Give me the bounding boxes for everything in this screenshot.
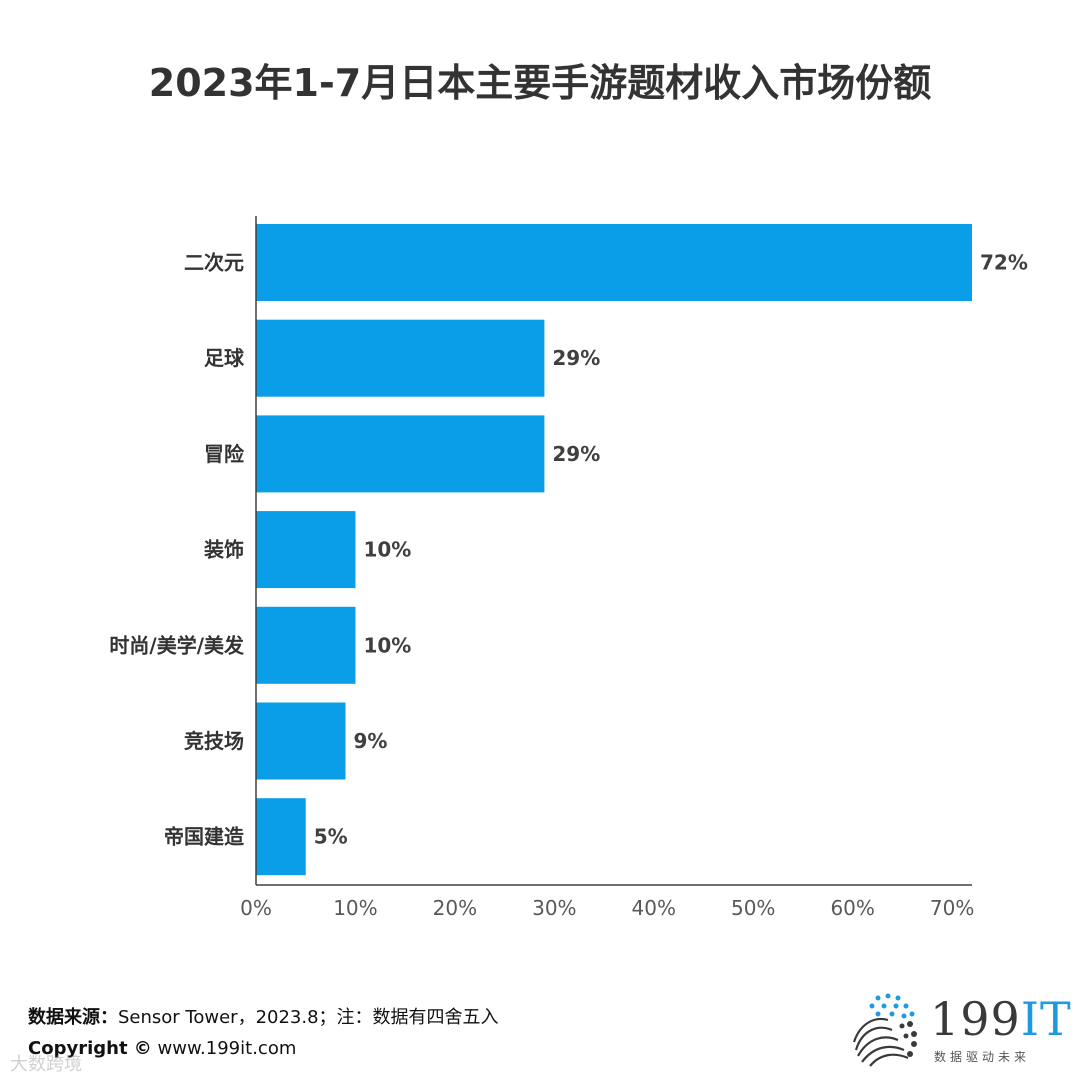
- bar-0: [256, 224, 972, 301]
- source-label: 数据来源：: [28, 1007, 118, 1028]
- category-label: 冒险: [204, 442, 245, 466]
- value-label: 10%: [363, 538, 411, 562]
- bars-layer: [256, 224, 972, 876]
- bar-3: [256, 511, 356, 589]
- category-label: 装饰: [203, 538, 244, 562]
- x-tick-label: 20%: [433, 896, 477, 920]
- value-label: 29%: [552, 346, 600, 370]
- value-label: 9%: [354, 729, 388, 753]
- bar-4: [256, 606, 356, 684]
- logo-tagline: 数据驱动未来: [934, 1050, 1031, 1064]
- watermark-text: 大数跨境: [10, 1054, 82, 1075]
- chart-title: 2023年1-7月日本主要手游题材收入市场份额: [148, 61, 932, 105]
- copyright-label: Copyright ©: [28, 1038, 152, 1059]
- source-text: Sensor Tower，2023.8；注：数据有四舍五入: [118, 1007, 499, 1028]
- x-tick-label: 0%: [240, 896, 272, 920]
- copyright-url: www.199it.com: [157, 1038, 297, 1059]
- x-tick-label: 60%: [830, 896, 874, 920]
- x-tick-label: 70%: [930, 896, 974, 920]
- bar-1: [256, 319, 545, 397]
- logo-digits: 199: [930, 992, 1021, 1046]
- labels-layer: 二次元 72% 足球 29% 冒险 29% 装饰 10% 时尚/美学/美发 10% 竞技场 9% 帝国建…: [109, 251, 1027, 849]
- x-tick-label: 30%: [532, 896, 576, 920]
- category-label: 二次元: [184, 251, 244, 275]
- bar-2: [256, 415, 545, 493]
- value-label: 72%: [980, 251, 1028, 275]
- category-label: 帝国建造: [164, 825, 245, 849]
- data-source-note: 数据来源：Sensor Tower，2023.8；注：数据有四舍五入: [28, 1003, 499, 1029]
- category-label: 足球: [204, 346, 245, 370]
- axis-layer: 0% 10% 20% 30% 40% 50% 60% 70%: [240, 216, 974, 920]
- x-tick-label: 10%: [333, 896, 377, 920]
- x-tick-label: 50%: [731, 896, 775, 920]
- logo-it: IT: [1020, 992, 1072, 1046]
- bar-5: [256, 702, 346, 780]
- logo-wordmark: 199IT: [930, 992, 1072, 1046]
- brand-logo: 199IT 数据驱动未来: [848, 990, 1071, 1070]
- x-tick-label: 40%: [632, 896, 676, 920]
- value-label: 29%: [552, 442, 600, 466]
- bar-6: [256, 798, 306, 876]
- category-label: 时尚/美学/美发: [109, 633, 245, 657]
- value-label: 10%: [363, 633, 411, 657]
- logo-sphere-icon: [852, 993, 917, 1067]
- copyright-line: Copyright © www.199it.com: [28, 1038, 296, 1059]
- value-label: 5%: [314, 825, 348, 849]
- category-label: 竞技场: [184, 729, 244, 753]
